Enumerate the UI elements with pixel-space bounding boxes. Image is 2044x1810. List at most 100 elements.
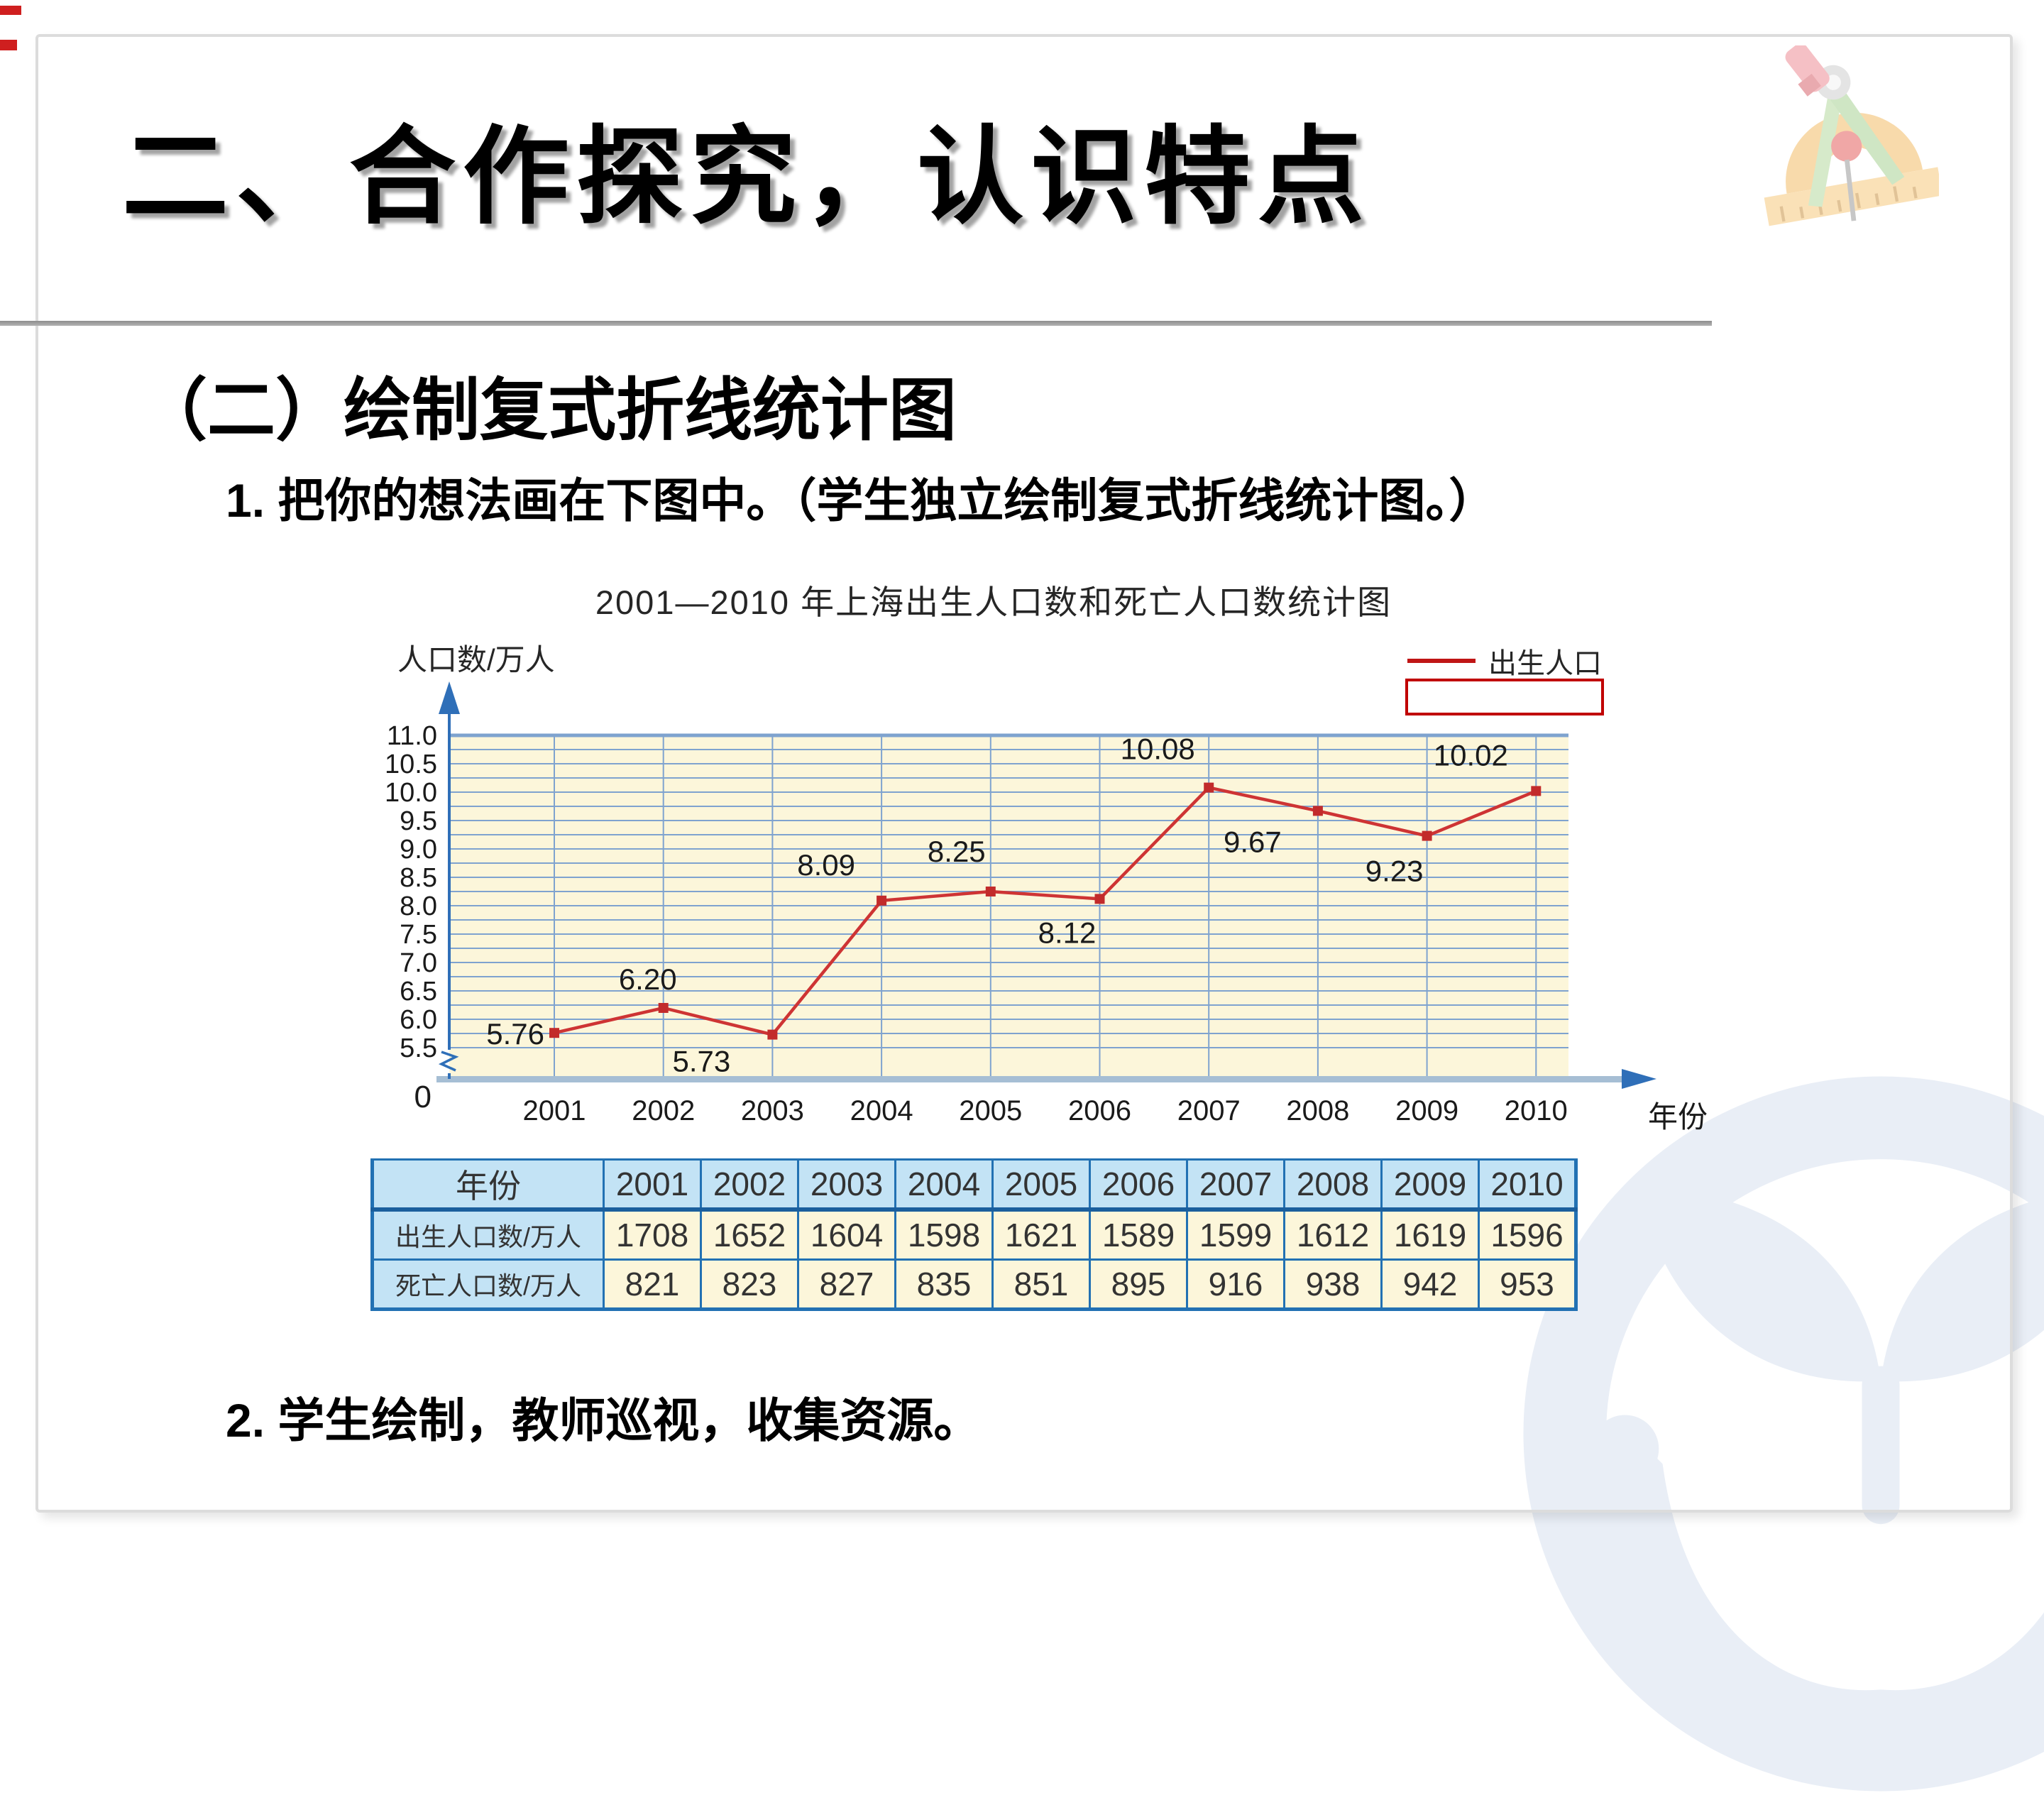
table-cell: 1596 bbox=[1478, 1208, 1578, 1261]
x-axis-line bbox=[436, 1076, 1622, 1082]
data-label: 8.12 bbox=[1038, 916, 1097, 949]
table-row: 死亡人口数/万人 821 823 827 835 851 895 916 938 942 953 bbox=[370, 1258, 1578, 1311]
table-cell: 821 bbox=[603, 1258, 702, 1311]
x-axis-name: 年份 bbox=[1648, 1100, 1708, 1134]
data-point bbox=[1531, 786, 1542, 796]
legend-birth-label: 出生人口 bbox=[1488, 648, 1602, 679]
data-label: 8.09 bbox=[797, 848, 855, 882]
red-edge-mark bbox=[0, 40, 17, 50]
table-cell: 916 bbox=[1186, 1258, 1285, 1311]
data-label: 5.76 bbox=[486, 1017, 544, 1051]
x-tick-label: 2005 bbox=[959, 1095, 1022, 1126]
table-cell: 1619 bbox=[1380, 1208, 1480, 1261]
data-point bbox=[1094, 894, 1105, 904]
table-cell: 1589 bbox=[1089, 1208, 1188, 1261]
data-point bbox=[658, 1003, 669, 1013]
series-line bbox=[554, 786, 1537, 1037]
legend-line-icon bbox=[1407, 659, 1476, 663]
data-table: 年份 2001 2002 2003 2004 2005 2006 2007 2008 2009 20… bbox=[370, 1158, 1578, 1311]
y-tick-label: 9.0 bbox=[400, 835, 437, 865]
y-tick-label: 11.0 bbox=[387, 721, 437, 751]
table-header-year: 2003 bbox=[797, 1158, 896, 1212]
x-tick-label: 2009 bbox=[1395, 1095, 1458, 1126]
table-cell: 895 bbox=[1089, 1258, 1188, 1311]
table-cell: 1604 bbox=[797, 1208, 896, 1261]
x-tick-label: 2006 bbox=[1068, 1095, 1131, 1126]
chart-legend: 出生人口 bbox=[1407, 640, 1602, 681]
table-header-year: 2009 bbox=[1380, 1158, 1480, 1212]
y-tick-label: 10.0 bbox=[385, 778, 437, 808]
table-cell: 1652 bbox=[700, 1208, 799, 1261]
x-tick-label: 2002 bbox=[632, 1095, 695, 1126]
table-row: 出生人口数/万人 1708 1652 1604 1598 1621 1589 1599 1612… bbox=[370, 1208, 1578, 1261]
line-chart-plot: 11.010.510.09.59.08.58.07.57.06.56.05.5 0… bbox=[385, 681, 1708, 1134]
slide-frame bbox=[35, 34, 2013, 1513]
data-point bbox=[549, 1028, 559, 1038]
table-row-label: 死亡人口数/万人 bbox=[370, 1258, 605, 1311]
table-cell: 953 bbox=[1478, 1258, 1578, 1311]
axis-break-icon bbox=[438, 1051, 459, 1072]
table-cell: 851 bbox=[991, 1258, 1091, 1311]
x-tick-label: 2004 bbox=[850, 1095, 913, 1126]
table-cell: 1598 bbox=[894, 1208, 994, 1261]
table-cell: 942 bbox=[1380, 1258, 1480, 1311]
table-header-year: 2007 bbox=[1186, 1158, 1285, 1212]
page-title: 二、合作探究，认识特点 bbox=[122, 117, 1372, 236]
y-tick-label: 10.5 bbox=[385, 750, 437, 779]
table-cell: 1708 bbox=[603, 1208, 702, 1261]
data-label: 10.08 bbox=[1121, 733, 1195, 766]
table-header-year: 2010 bbox=[1478, 1158, 1578, 1212]
table-cell: 1621 bbox=[991, 1208, 1091, 1261]
x-tick-label: 2003 bbox=[741, 1095, 804, 1126]
table-cell: 1599 bbox=[1186, 1208, 1285, 1261]
table-header-year: 2006 bbox=[1089, 1158, 1188, 1212]
y-tick-label: 7.0 bbox=[400, 948, 437, 978]
origin-label: 0 bbox=[414, 1080, 432, 1114]
table-cell: 827 bbox=[797, 1258, 896, 1311]
data-point bbox=[985, 887, 996, 896]
section-subtitle: （二）绘制复式折线统计图 bbox=[139, 373, 957, 449]
chart-title: 2001—2010 年上海出生人口数和死亡人口数统计图 bbox=[595, 583, 1392, 621]
y-tick-label: 7.5 bbox=[400, 920, 437, 950]
slide: 二、合作探究，认识特点 （二）绘制复式折线统计图 1. 把你的想法画在下图中。（… bbox=[0, 6, 2044, 1792]
data-label: 8.25 bbox=[928, 835, 986, 868]
y-axis-arrow bbox=[439, 681, 460, 714]
instruction-item-2: 2. 学生绘制，教师巡视，收集资源。 bbox=[226, 1394, 981, 1447]
data-label: 6.20 bbox=[619, 962, 677, 996]
table-header-year: 2008 bbox=[1283, 1158, 1383, 1212]
data-point bbox=[1204, 782, 1214, 793]
data-point bbox=[1312, 806, 1323, 816]
y-tick-label: 8.5 bbox=[400, 863, 437, 893]
table-header-year: 2001 bbox=[603, 1158, 702, 1212]
table-cell: 1612 bbox=[1283, 1208, 1383, 1261]
table-cell: 835 bbox=[894, 1258, 994, 1311]
title-divider bbox=[0, 321, 1712, 326]
data-point bbox=[767, 1029, 778, 1040]
table-cell: 823 bbox=[700, 1258, 799, 1311]
table-header-row: 年份 2001 2002 2003 2004 2005 2006 2007 2008 2009 20… bbox=[370, 1158, 1578, 1212]
data-label: 9.23 bbox=[1366, 855, 1424, 888]
y-tick-label: 6.0 bbox=[400, 1005, 437, 1035]
table-header-year: 2005 bbox=[991, 1158, 1091, 1212]
x-tick-label: 2001 bbox=[523, 1095, 586, 1126]
legend-empty-box bbox=[1405, 679, 1604, 715]
table-cell: 938 bbox=[1283, 1258, 1383, 1311]
y-axis-unit-label: 人口数/万人 bbox=[397, 643, 555, 676]
x-tick-label: 2010 bbox=[1505, 1095, 1568, 1126]
y-tick-label: 8.0 bbox=[400, 892, 437, 921]
data-label: 5.73 bbox=[673, 1045, 731, 1078]
y-tick-label: 9.5 bbox=[400, 806, 437, 836]
x-axis-arrow bbox=[1622, 1069, 1656, 1089]
table-header-year: 2002 bbox=[700, 1158, 799, 1212]
table-row-label: 出生人口数/万人 bbox=[370, 1208, 605, 1261]
compass-protractor-icon bbox=[1764, 45, 1939, 226]
data-point bbox=[1422, 830, 1432, 841]
red-edge-mark bbox=[0, 6, 21, 15]
x-tick-label: 2008 bbox=[1286, 1095, 1349, 1126]
instruction-item-1: 1. 把你的想法画在下图中。（学生独立绘制复式折线统计图。） bbox=[226, 474, 1496, 527]
table-header-year: 2004 bbox=[894, 1158, 994, 1212]
data-label: 9.67 bbox=[1224, 825, 1282, 858]
data-point bbox=[877, 895, 887, 906]
y-tick-label: 6.5 bbox=[400, 977, 437, 1007]
x-tick-label: 2007 bbox=[1177, 1095, 1241, 1126]
